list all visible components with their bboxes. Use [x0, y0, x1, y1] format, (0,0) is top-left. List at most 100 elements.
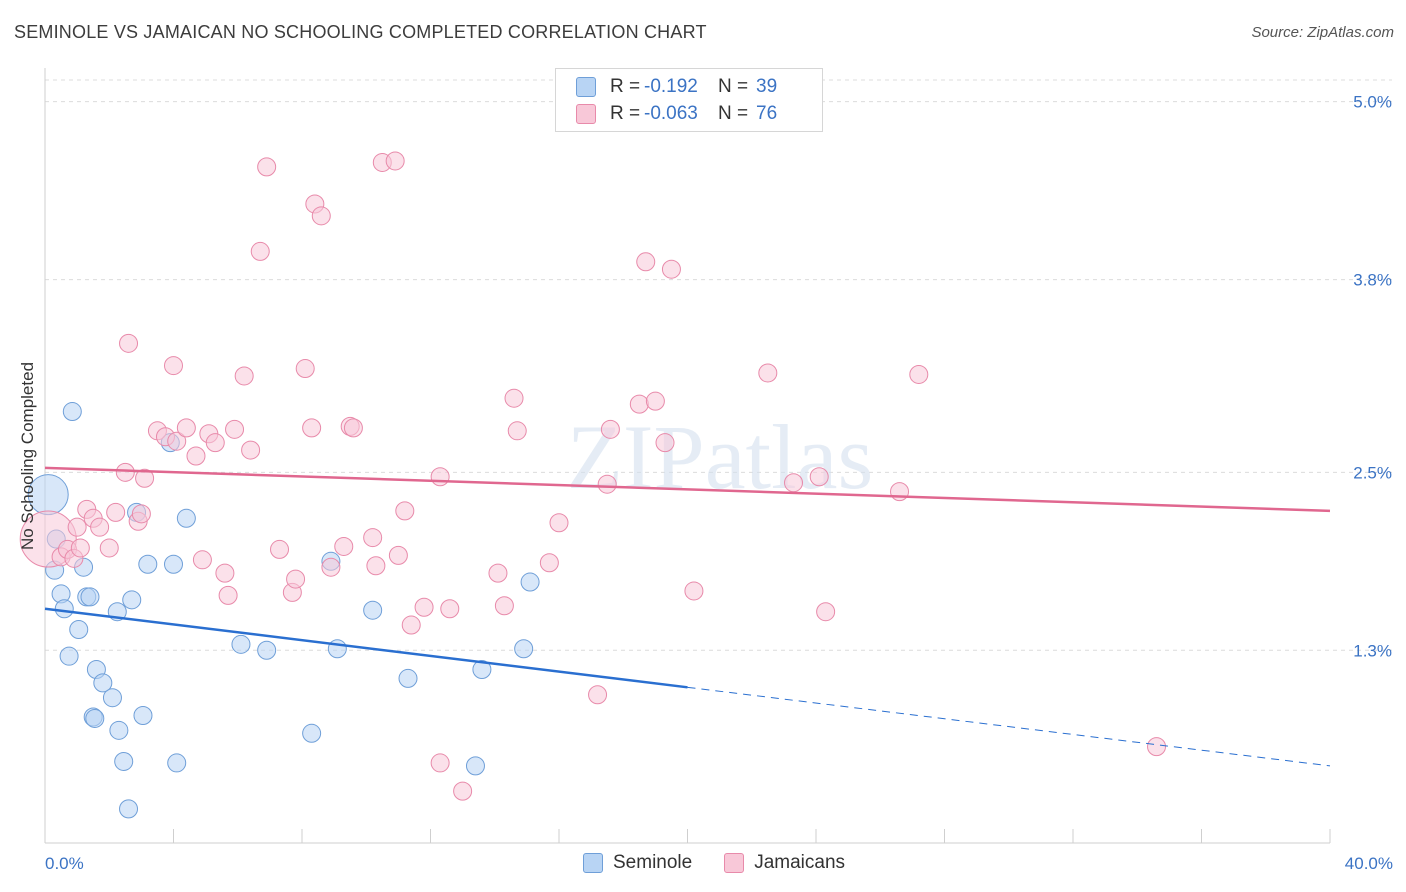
data-point — [106, 502, 126, 522]
data-point — [302, 418, 322, 438]
data-point — [114, 751, 134, 771]
data-point — [176, 418, 196, 438]
legend-label-seminole: Seminole — [613, 852, 693, 873]
data-point — [257, 157, 277, 177]
data-point — [231, 634, 251, 654]
data-point — [514, 639, 534, 659]
axes — [44, 68, 1331, 844]
grid-lines — [45, 79, 1392, 651]
data-point — [504, 388, 524, 408]
data-point — [600, 419, 620, 439]
data-point — [234, 366, 254, 386]
data-point — [192, 550, 212, 570]
data-point — [186, 446, 206, 466]
data-point — [430, 753, 450, 773]
data-point — [343, 418, 363, 438]
data-point — [205, 433, 225, 453]
data-point — [549, 513, 569, 533]
data-point — [909, 364, 929, 384]
data-point — [164, 554, 183, 574]
data-point — [661, 259, 681, 279]
data-point — [215, 563, 235, 583]
data-point — [133, 705, 153, 725]
data-point — [69, 619, 89, 639]
data-point — [465, 756, 485, 776]
data-point — [388, 545, 408, 565]
data-point — [401, 615, 421, 635]
data-point — [70, 538, 90, 558]
legend-n-value: 39 — [756, 76, 778, 97]
y-tick-label: 1.3% — [1353, 641, 1392, 660]
data-point — [67, 517, 87, 537]
data-point — [363, 528, 383, 548]
data-point — [302, 723, 322, 743]
data-point — [99, 538, 119, 558]
legend-item-seminole[interactable]: Seminole — [583, 852, 692, 874]
data-point — [311, 206, 331, 226]
legend-swatch-seminole — [576, 77, 596, 97]
data-point — [109, 720, 129, 740]
legend-r-label: R = — [610, 76, 641, 97]
legend-r-value: -0.063 — [644, 103, 698, 124]
legend-swatch-jamaicans — [576, 104, 596, 124]
data-point — [321, 557, 341, 577]
data-point — [636, 252, 656, 272]
data-point — [90, 517, 110, 537]
data-point — [286, 569, 306, 589]
data-point — [270, 539, 290, 559]
data-point — [784, 473, 804, 493]
data-point — [59, 646, 79, 666]
data-point — [684, 581, 704, 601]
data-point — [115, 462, 135, 482]
data-point — [414, 597, 434, 617]
data-point — [54, 599, 74, 619]
data-point — [809, 467, 829, 487]
data-point — [629, 394, 649, 414]
legend-item-jamaicans[interactable]: Jamaicans — [724, 852, 845, 874]
data-point — [520, 572, 540, 592]
data-point — [167, 431, 187, 451]
data-point — [62, 402, 82, 422]
data-point — [334, 536, 354, 556]
data-point — [1147, 737, 1167, 757]
legend-r-value: -0.192 — [644, 76, 698, 97]
data-point — [167, 753, 187, 773]
data-point — [257, 640, 277, 660]
data-point — [597, 474, 617, 494]
legend-r-label: R = — [610, 103, 641, 124]
data-point — [366, 556, 386, 576]
legend-swatch-jamaicans — [724, 853, 745, 873]
data-point — [494, 596, 514, 616]
legend-row-seminole: R = -0.192 N = 39 — [576, 75, 777, 99]
data-point — [93, 673, 113, 693]
data-point — [440, 599, 460, 619]
legend-n-label: N = — [718, 103, 749, 124]
data-point — [385, 151, 405, 171]
data-point — [758, 363, 778, 383]
data-point — [138, 554, 158, 574]
data-point — [295, 359, 315, 379]
data-point — [539, 553, 559, 573]
y-axis-label: No Schooling Completed — [18, 361, 37, 551]
series-jamaicans — [19, 151, 1167, 801]
data-point — [655, 433, 675, 453]
data-point — [218, 585, 238, 605]
data-point — [122, 590, 142, 610]
data-point — [225, 419, 245, 439]
data-point — [131, 504, 151, 524]
data-point — [176, 508, 196, 528]
source-credit: Source: ZipAtlas.com — [1251, 24, 1394, 41]
y-tick-label: 3.8% — [1353, 271, 1392, 290]
data-point — [363, 600, 383, 620]
data-point — [645, 391, 665, 411]
trend-line-seminole — [44, 607, 688, 689]
chart-title: SEMINOLE VS JAMAICAN NO SCHOOLING COMPLE… — [14, 22, 707, 42]
legend-n-label: N = — [718, 76, 749, 97]
data-point — [453, 781, 473, 801]
data-point — [119, 333, 139, 353]
trend-line-jamaicans — [44, 466, 1331, 513]
series-legend: Seminole Jamaicans — [583, 852, 877, 874]
data-point — [588, 685, 608, 705]
data-point — [119, 799, 139, 819]
